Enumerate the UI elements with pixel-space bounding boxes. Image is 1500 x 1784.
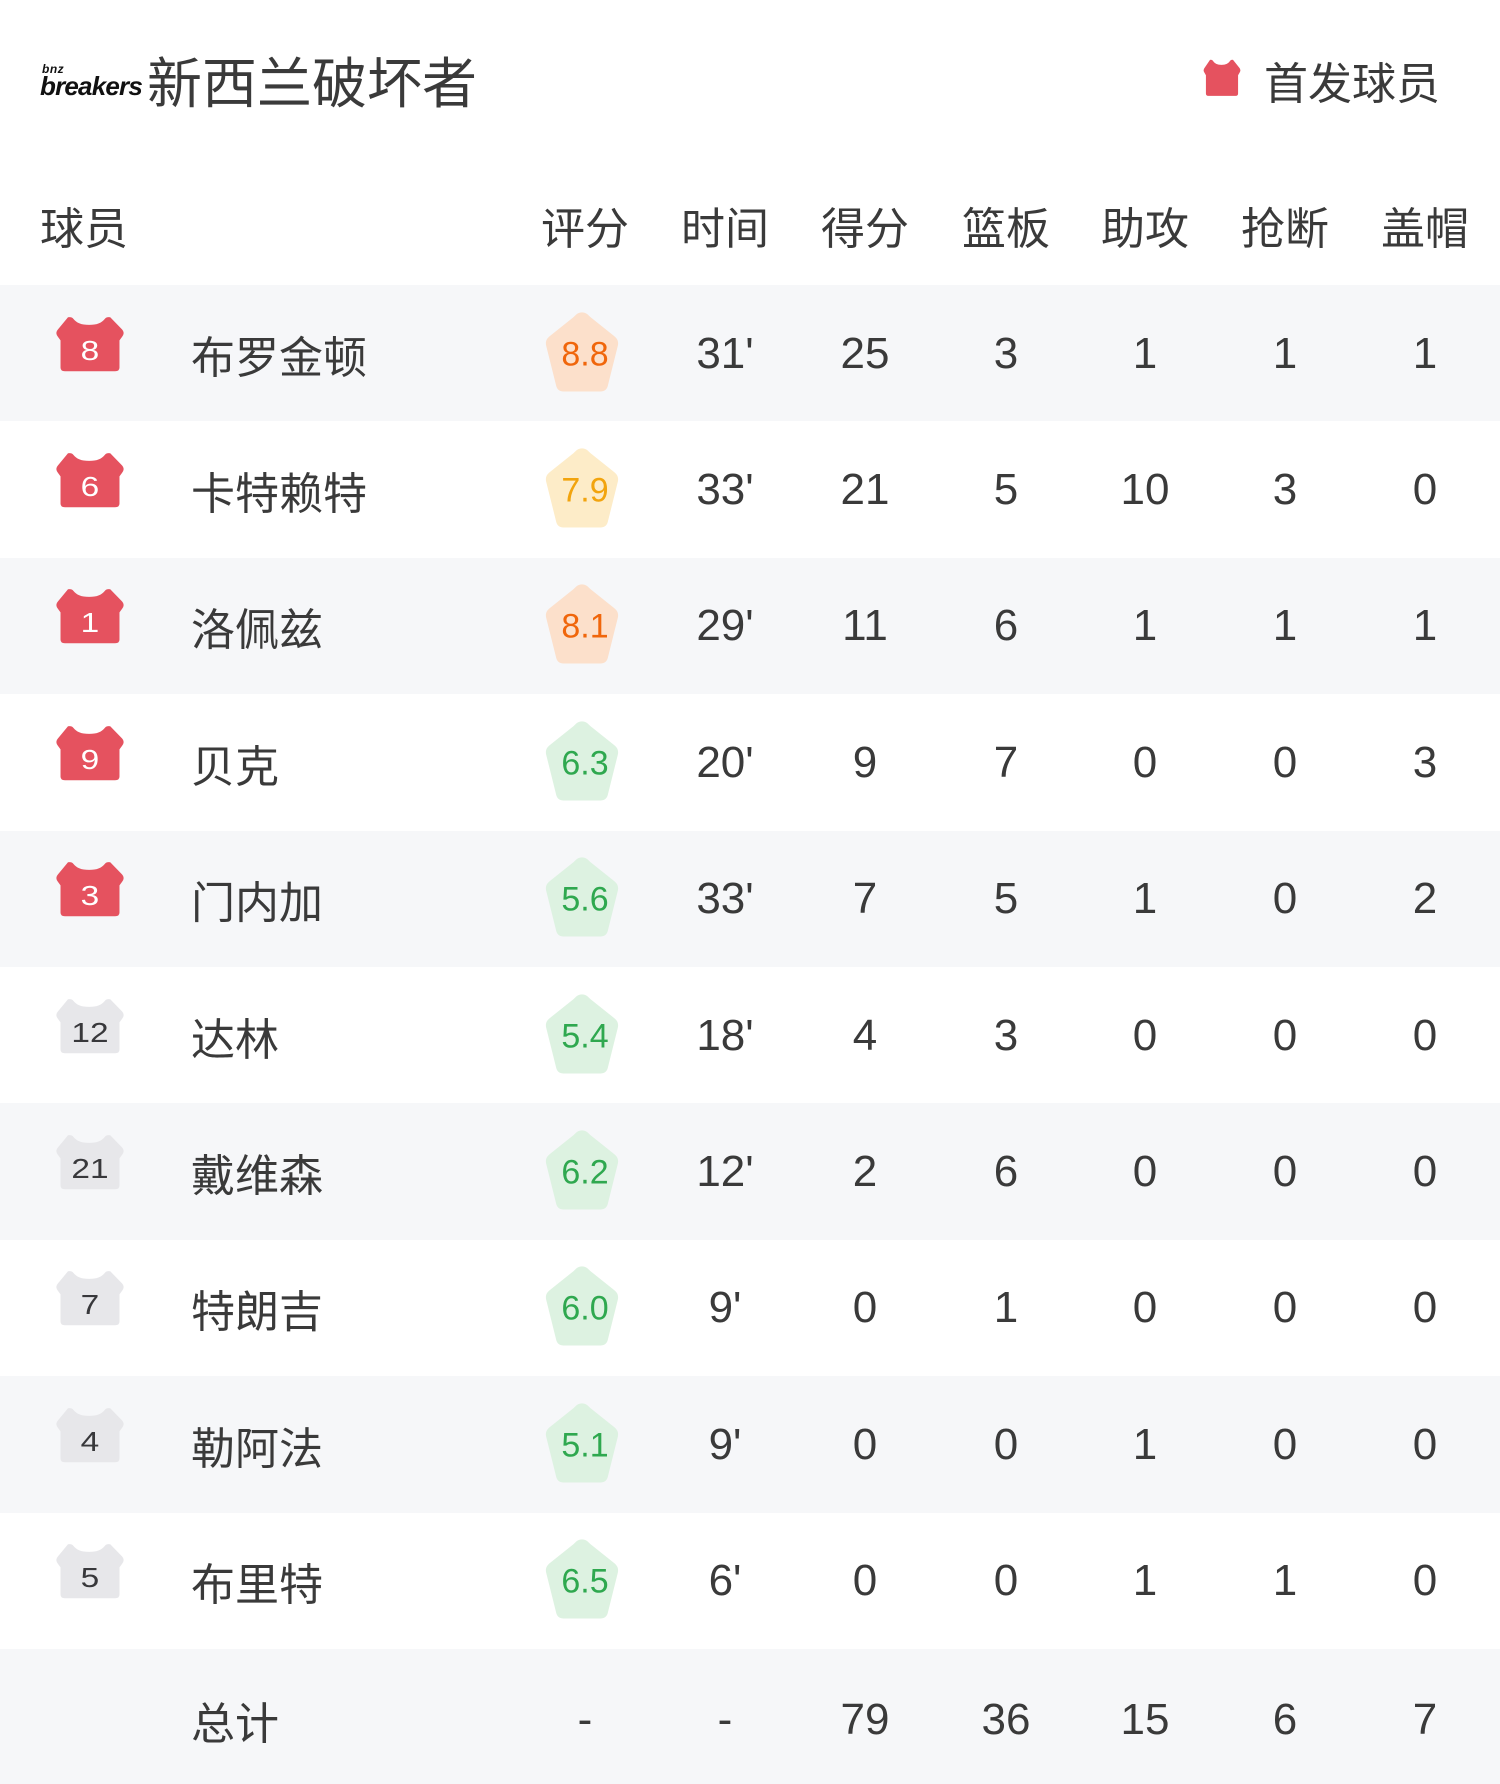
svg-text:3: 3 xyxy=(81,881,100,911)
svg-text:21: 21 xyxy=(71,1154,108,1184)
svg-text:6: 6 xyxy=(81,472,100,502)
svg-text:5: 5 xyxy=(81,1563,100,1593)
svg-text:7: 7 xyxy=(81,1290,100,1320)
svg-text:1: 1 xyxy=(81,608,100,638)
svg-text:8: 8 xyxy=(81,335,100,365)
svg-text:12: 12 xyxy=(71,1017,108,1047)
svg-text:9: 9 xyxy=(81,744,100,774)
svg-text:4: 4 xyxy=(81,1426,100,1456)
